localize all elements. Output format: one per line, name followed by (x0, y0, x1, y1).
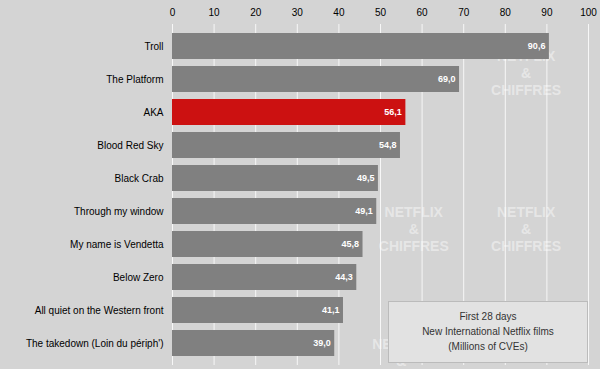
svg-text:Troll: Troll (144, 41, 163, 52)
svg-text:The Platform: The Platform (106, 74, 163, 85)
svg-text:0: 0 (170, 7, 176, 18)
svg-text:AKA: AKA (143, 107, 163, 118)
svg-text:44,3: 44,3 (335, 272, 353, 282)
svg-text:30: 30 (292, 7, 304, 18)
svg-text:90: 90 (541, 7, 553, 18)
svg-text:70: 70 (458, 7, 470, 18)
svg-text:NETFLIX&CHIFFRES: NETFLIX&CHIFFRES (491, 204, 561, 254)
svg-text:Below Zero: Below Zero (113, 272, 164, 283)
svg-text:NETFLIX&CHIFFRES: NETFLIX&CHIFFRES (379, 204, 449, 254)
html-text:CHIFFRES: CHIFFRES (491, 81, 562, 98)
svg-text:Blood Red Sky: Blood Red Sky (97, 140, 163, 151)
svg-text:80: 80 (500, 7, 512, 18)
svg-text:90,6: 90,6 (528, 41, 546, 51)
svg-text:49,5: 49,5 (357, 173, 375, 183)
svg-text:Through my window: Through my window (74, 206, 164, 217)
svg-text:Black Crab: Black Crab (115, 173, 164, 184)
svg-text:100: 100 (580, 7, 597, 18)
svg-text:10: 10 (209, 7, 221, 18)
svg-text:45,8: 45,8 (341, 239, 359, 249)
html-text:First 28 days New Internationa: First 28 days New International Netflix … (422, 311, 554, 353)
svg-text:60: 60 (417, 7, 429, 18)
svg-text:The takedown (Loin du périph'): The takedown (Loin du périph') (26, 338, 164, 349)
svg-text:50: 50 (375, 7, 387, 18)
svg-text:56,1: 56,1 (384, 107, 402, 117)
html-text:NETFLIX: NETFLIX (496, 48, 556, 65)
svg-text:My name is Vendetta: My name is Vendetta (70, 239, 164, 250)
svg-text:41,1: 41,1 (322, 305, 340, 315)
svg-text:39,0: 39,0 (313, 338, 331, 348)
svg-text:All quiet on the Western front: All quiet on the Western front (35, 305, 164, 316)
svg-text:54,8: 54,8 (379, 140, 397, 150)
svg-text:69,0: 69,0 (438, 74, 456, 84)
svg-text:40: 40 (333, 7, 345, 18)
svg-text:20: 20 (250, 7, 262, 18)
svg-text:49,1: 49,1 (355, 206, 373, 216)
